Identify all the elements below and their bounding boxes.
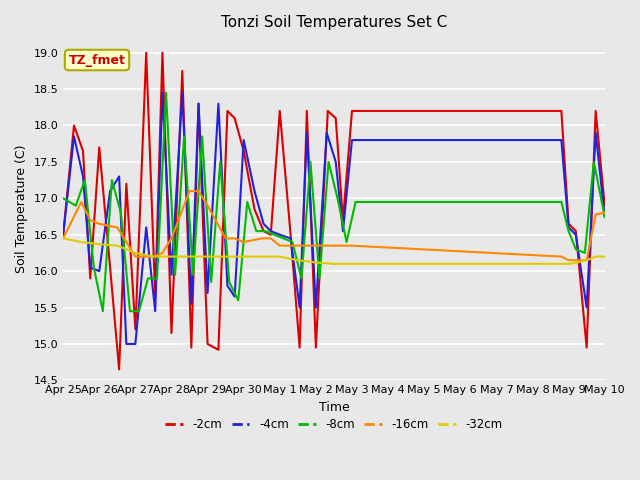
- X-axis label: Time: Time: [319, 401, 349, 414]
- Title: Tonzi Soil Temperatures Set C: Tonzi Soil Temperatures Set C: [221, 15, 447, 30]
- Legend: -2cm, -4cm, -8cm, -16cm, -32cm: -2cm, -4cm, -8cm, -16cm, -32cm: [161, 414, 507, 436]
- Y-axis label: Soil Temperature (C): Soil Temperature (C): [15, 145, 28, 274]
- Text: TZ_fmet: TZ_fmet: [68, 53, 125, 67]
